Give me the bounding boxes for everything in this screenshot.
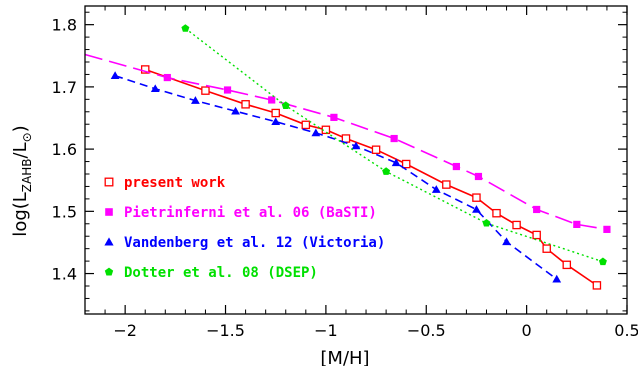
data-point bbox=[542, 244, 551, 253]
data-point bbox=[191, 96, 200, 104]
legend-marker bbox=[104, 267, 114, 276]
data-point bbox=[492, 208, 501, 218]
data-point bbox=[241, 100, 250, 109]
legend-label: Pietrinferni et al. 06 (BaSTI) bbox=[124, 205, 377, 221]
x-axis-label: [M/H] bbox=[320, 348, 369, 366]
data-point bbox=[231, 106, 240, 115]
data-point bbox=[271, 117, 281, 126]
data-point bbox=[474, 172, 483, 181]
data-point bbox=[592, 281, 602, 290]
data-point bbox=[390, 134, 398, 143]
series-line bbox=[84, 53, 608, 231]
data-point bbox=[552, 274, 562, 283]
x-tick-label: −0.5 bbox=[407, 321, 446, 340]
data-point bbox=[311, 128, 321, 137]
data-point bbox=[351, 141, 361, 150]
data-point bbox=[431, 185, 441, 193]
legend-marker bbox=[104, 237, 114, 246]
data-point bbox=[512, 220, 521, 230]
data-point bbox=[382, 167, 391, 175]
legend: present work Pietrinferni et al. 06 (BaST… bbox=[104, 175, 385, 281]
y-tick-label: 1.7 bbox=[52, 78, 77, 97]
data-point bbox=[201, 86, 210, 95]
x-tick-label: −1 bbox=[314, 321, 338, 340]
x-tick-label: −1.5 bbox=[206, 321, 245, 340]
data-point bbox=[573, 220, 581, 228]
legend-item: Dotter et al. 08 (DSEP) bbox=[104, 265, 318, 281]
plot-frame bbox=[84, 5, 628, 315]
data-point bbox=[163, 73, 171, 82]
x-tick-label: 0 bbox=[522, 321, 532, 340]
data-point bbox=[223, 86, 232, 94]
data-point bbox=[268, 96, 276, 104]
data-point bbox=[598, 257, 607, 266]
data-point bbox=[301, 120, 311, 130]
series-3 bbox=[181, 24, 607, 266]
series-layer bbox=[84, 24, 611, 290]
data-point bbox=[472, 193, 481, 202]
y-tick-label: 1.6 bbox=[52, 140, 77, 159]
data-point bbox=[472, 205, 481, 213]
y-tick-label: 1.4 bbox=[52, 265, 77, 284]
legend-item: present work bbox=[104, 175, 226, 191]
data-point bbox=[391, 158, 401, 167]
legend-item: Pietrinferni et al. 06 (BaSTI) bbox=[105, 205, 377, 221]
data-point bbox=[603, 225, 611, 233]
data-point bbox=[371, 145, 381, 154]
x-tick-label: −2 bbox=[113, 321, 137, 340]
series-2 bbox=[110, 71, 562, 283]
legend-marker bbox=[104, 177, 114, 187]
data-point bbox=[562, 260, 572, 270]
axes: −2 −1.5 −1 −0.5 0 0.5 1.4 1.5 1.6 1.7 1.8 bbox=[52, 6, 638, 340]
data-point bbox=[140, 65, 150, 74]
series-line bbox=[114, 74, 558, 280]
data-point bbox=[330, 113, 338, 121]
x-tick-label: 0.5 bbox=[614, 321, 638, 340]
data-point bbox=[401, 159, 411, 169]
data-point bbox=[181, 24, 190, 32]
data-point bbox=[502, 237, 511, 246]
y-axis-label: log(LZAHB/L⊙) bbox=[10, 125, 34, 236]
data-point bbox=[533, 205, 541, 214]
data-point bbox=[110, 71, 120, 79]
y-tick-label: 1.8 bbox=[52, 16, 77, 35]
data-point bbox=[532, 230, 541, 240]
legend-marker bbox=[105, 208, 113, 216]
data-point bbox=[341, 134, 351, 143]
data-point bbox=[271, 108, 280, 118]
legend-label: present work bbox=[124, 175, 226, 191]
data-point bbox=[442, 180, 451, 189]
series-1 bbox=[84, 53, 611, 233]
data-point bbox=[452, 162, 460, 171]
y-tick-label: 1.5 bbox=[52, 202, 77, 221]
legend-label: Vandenberg et al. 12 (Victoria) bbox=[124, 235, 385, 251]
data-point bbox=[281, 101, 290, 109]
data-point bbox=[150, 84, 160, 93]
legend-label: Dotter et al. 08 (DSEP) bbox=[124, 265, 318, 281]
series-line bbox=[184, 27, 604, 263]
data-point bbox=[482, 218, 491, 227]
legend-item: Vandenberg et al. 12 (Victoria) bbox=[104, 235, 385, 251]
